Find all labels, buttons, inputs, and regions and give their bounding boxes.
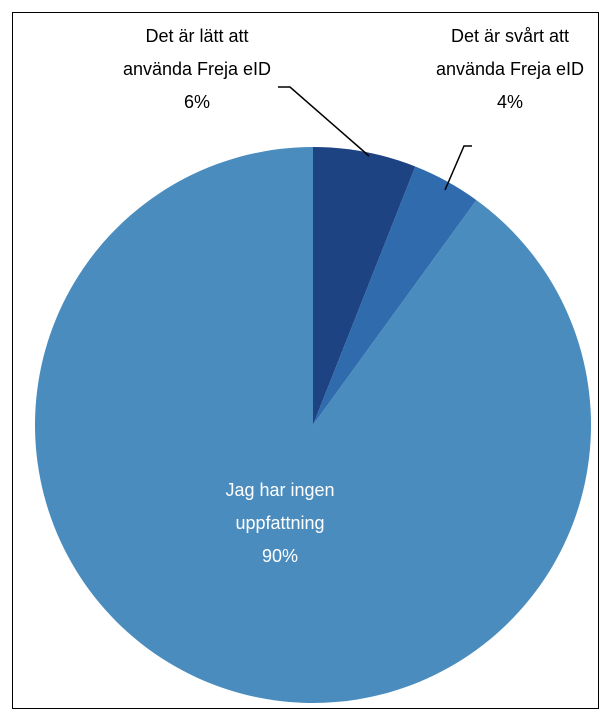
slice-label: Det är lätt att använda Freja eID 6% [112,20,282,119]
slice-label: Jag har ingen uppfattning 90% [195,474,365,573]
value-label: 90% [261,546,299,566]
leader-line [278,86,370,157]
pie-slice [313,166,477,425]
chart-frame [12,12,599,709]
pie-slice [34,147,591,704]
value-label: 4% [496,92,523,112]
leader-line [444,145,472,191]
category-label: Det är svårt att använda Freja eID [435,26,585,79]
slice-label: Det är svårt att använda Freja eID 4% [425,20,595,119]
value-label: 6% [183,92,210,112]
pie-slice [313,147,416,425]
category-label: Jag har ingen uppfattning [225,480,335,533]
category-label: Det är lätt att använda Freja eID [122,26,272,79]
